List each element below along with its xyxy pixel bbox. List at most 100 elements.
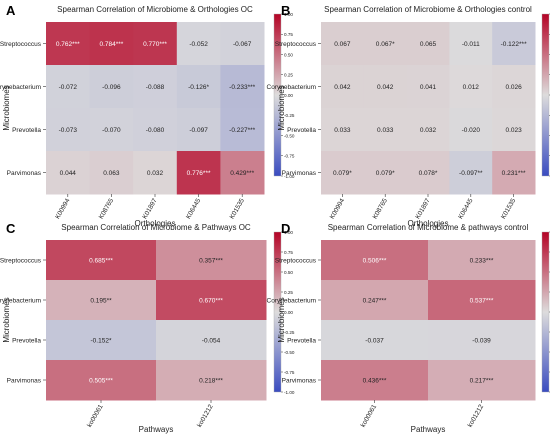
- cell-value-label: 0.770***: [143, 41, 167, 48]
- colorbar-tick-label: 0.75: [284, 250, 293, 255]
- cell-value-label: 0.762***: [56, 41, 80, 48]
- cell-value-label: -0.073: [59, 127, 78, 134]
- panel-label: A: [6, 3, 16, 18]
- y-axis-label: Microbiomes: [2, 85, 11, 130]
- heatmap-cell: [220, 22, 265, 66]
- cell-value-label: 0.026: [505, 84, 522, 91]
- column-label: ko00061: [360, 403, 379, 428]
- heatmap-cell: [89, 22, 134, 66]
- colorbar-tick-label: 0.50: [284, 52, 293, 57]
- cell-value-label: 0.357***: [199, 258, 223, 265]
- heatmap-cell: [321, 22, 365, 66]
- y-axis-label: Microbiomes: [277, 297, 286, 342]
- cell-value-label: -0.054: [202, 338, 221, 345]
- cell-value-label: 0.065: [420, 41, 437, 48]
- cell-value-label: 0.067*: [376, 41, 395, 48]
- column-label: K01535: [500, 197, 517, 220]
- row-label: Prevotella: [287, 127, 316, 134]
- row-label: Prevotella: [12, 127, 41, 134]
- colorbar-tick-label: 1.00: [284, 230, 293, 235]
- colorbar: [541, 13, 550, 177]
- colorbar-tick-label: -0.50: [284, 133, 295, 138]
- colorbar: [541, 231, 550, 393]
- heatmap-cell: [220, 65, 265, 109]
- cell-value-label: -0.037: [365, 338, 384, 345]
- row-label: Corynebacterium: [0, 298, 41, 305]
- heatmap-cell: [133, 65, 178, 109]
- row-label: Streptococcus: [275, 258, 317, 265]
- row-label: Prevotella: [287, 338, 316, 345]
- colorbar-tick-label: -0.25: [284, 113, 295, 118]
- heatmap-cell: [156, 280, 267, 321]
- heatmap-cell: [133, 22, 178, 66]
- cell-value-label: -0.233***: [229, 84, 255, 91]
- heatmap-cell: [321, 65, 365, 109]
- cell-value-label: 0.537***: [470, 298, 494, 305]
- heatmap-cell: [176, 22, 221, 66]
- column-label: K00994: [54, 197, 71, 220]
- heatmap-cell: [406, 151, 450, 195]
- panel-b: B Spearman Correlation of Microbiome & Or…: [267, 3, 550, 228]
- heatmap-cell: [321, 320, 429, 361]
- heatmap-cell: [321, 108, 365, 152]
- colorbar-tick-label: 0.75: [284, 32, 293, 37]
- heatmap-cell: [176, 65, 221, 109]
- colorbar-tick-label: 0.00: [284, 93, 293, 98]
- heatmap-cell: [321, 280, 429, 321]
- cell-value-label: 0.231***: [502, 170, 526, 177]
- cell-value-label: 0.063: [103, 170, 120, 177]
- heatmap-cell: [363, 108, 408, 152]
- y-axis-label: Microbiomes: [2, 297, 11, 342]
- heatmap-cell: [156, 360, 267, 401]
- cell-value-label: -0.011: [462, 41, 480, 48]
- heatmap-cell: [406, 65, 450, 109]
- cell-value-label: -0.052: [189, 41, 208, 48]
- heatmap-cell: [363, 22, 408, 66]
- panel-a: A Spearman Correlation of Microbiome & Or…: [0, 3, 295, 228]
- column-label: K06445: [185, 197, 202, 220]
- cell-value-label: -0.072: [59, 84, 78, 91]
- cell-value-label: 0.685***: [89, 258, 113, 265]
- heatmap-cell: [46, 280, 157, 321]
- cell-value-label: 0.032: [420, 127, 437, 134]
- heatmap-cell: [492, 22, 536, 66]
- heatmap-cell: [46, 65, 91, 109]
- cell-value-label: -0.080: [146, 127, 165, 134]
- cell-value-label: 0.033: [377, 127, 394, 134]
- cell-value-label: -0.097: [189, 127, 208, 134]
- heatmap-cell: [492, 65, 536, 109]
- panel-label: B: [281, 3, 290, 18]
- heatmap-cell: [406, 22, 450, 66]
- cell-value-label: 0.067: [334, 41, 351, 48]
- row-label: Streptococcus: [275, 41, 317, 48]
- column-label: K00994: [329, 197, 346, 220]
- cell-value-label: 0.033: [334, 127, 351, 134]
- heatmap-cell: [363, 151, 408, 195]
- cell-value-label: -0.227***: [229, 127, 255, 134]
- row-label: Corynebacterium: [0, 84, 41, 91]
- chart-title: Spearman Correlation of Microbiome & Pat…: [61, 223, 251, 232]
- panel-c: C Spearman Correlation of Microbiome & Pa…: [0, 221, 295, 434]
- row-label: Parvimonas: [7, 170, 42, 177]
- heatmap-cell: [46, 108, 91, 152]
- cell-value-label: 0.670***: [199, 298, 223, 305]
- cell-value-label: -0.020: [462, 127, 481, 134]
- heatmap-cell: [449, 108, 493, 152]
- colorbar-tick-label: -0.50: [284, 350, 295, 355]
- heatmap-cell: [492, 151, 536, 195]
- colorbar-tick-label: -0.75: [284, 370, 295, 375]
- heatmap-cell: [89, 108, 134, 152]
- cell-value-label: -0.122***: [501, 41, 527, 48]
- heatmap-cell: [220, 151, 265, 195]
- heatmap-cell: [220, 108, 265, 152]
- heatmap-cell: [46, 22, 91, 66]
- row-label: Corynebacterium: [267, 84, 317, 91]
- row-label: Streptococcus: [0, 258, 42, 265]
- cell-value-label: -0.152*: [91, 338, 112, 345]
- heatmap-cell: [492, 108, 536, 152]
- cell-value-label: 0.078*: [419, 170, 438, 177]
- row-label: Corynebacterium: [267, 298, 317, 305]
- heatmap-cell: [156, 320, 267, 361]
- cell-value-label: -0.096: [102, 84, 121, 91]
- cell-value-label: 0.012: [463, 84, 480, 91]
